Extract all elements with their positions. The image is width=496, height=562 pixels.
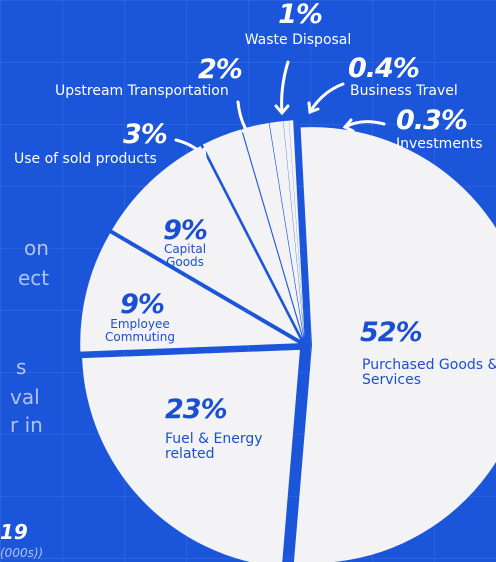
value-label: 9% [163,215,208,246]
slice-label: Fuel & Energy related [165,431,263,463]
pie-slice [111,146,301,340]
value-label: 1% [278,0,323,30]
slice-label: Use of sold products [14,151,157,167]
slice-label: Investments [396,136,483,152]
pie-slice [80,233,299,352]
background-text: r in [10,413,43,437]
background-text: ect [18,266,50,290]
pie-slice [202,129,303,339]
pie-slice [82,349,300,562]
background-text: val [10,385,40,409]
pie-slice [269,121,305,339]
value-label: 3% [123,119,168,150]
value-label: 0.3% [396,105,468,136]
background-text: s [16,355,27,379]
value-label: 9% [120,289,165,320]
pie-slice [242,122,304,339]
slice-label: Capital Goods [163,242,207,270]
background-text: on [24,236,49,260]
value-label: 0.4% [348,53,420,84]
slice-label: Purchased Goods & Services [362,357,496,389]
slice-label: Upstream Transportation [55,83,229,99]
arrow [342,118,386,133]
pie-slice [289,120,305,339]
slice-label: Waste Disposal [244,32,352,48]
pie-slice [293,127,496,562]
value-label: 52% [360,317,423,348]
background-text: 19 [0,520,28,544]
background-text: (000s)) [0,546,44,560]
pie-slice [283,120,305,339]
value-label: 2% [198,54,243,85]
slice-label: Business Travel [350,83,458,99]
arrow [307,82,345,115]
slice-label: Employee Commuting [105,317,175,345]
value-label: 23% [165,394,228,425]
arrow [274,60,290,116]
